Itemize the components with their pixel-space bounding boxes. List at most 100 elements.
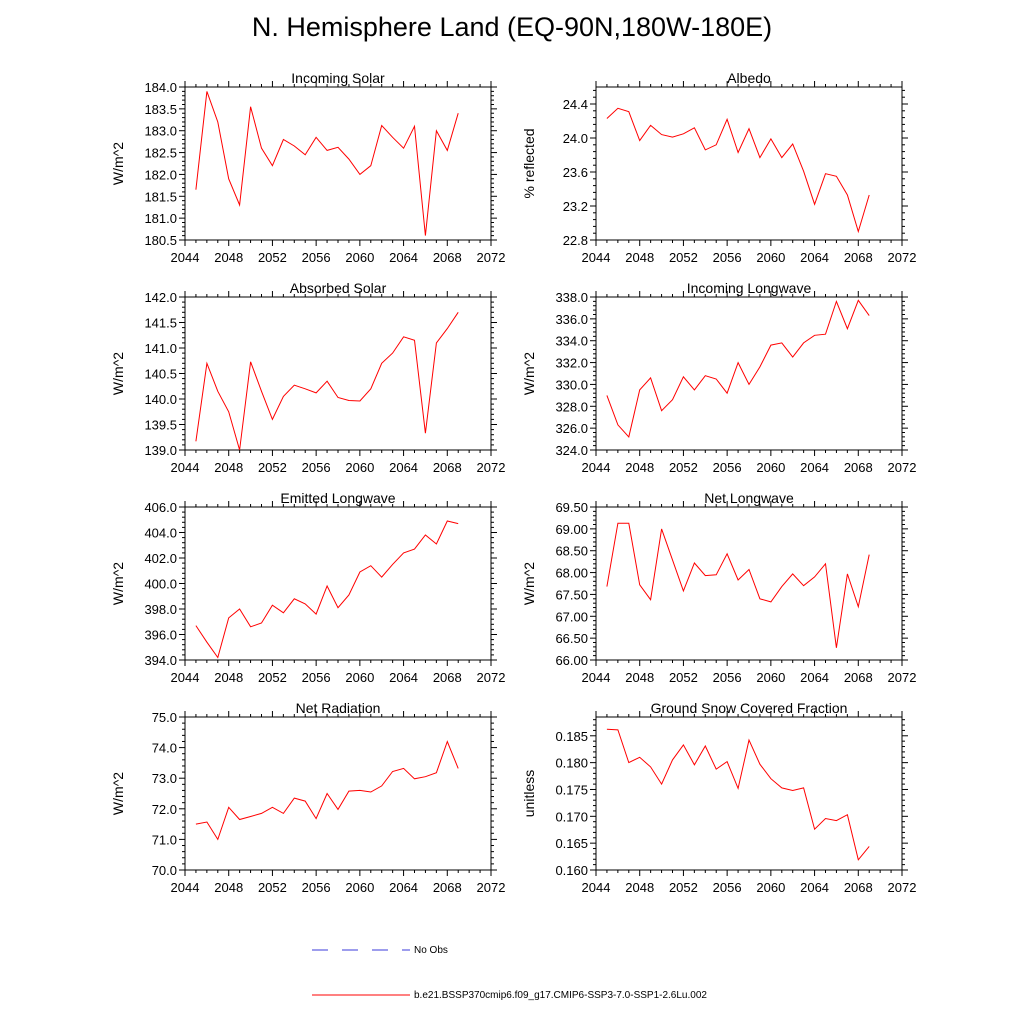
x-tick-label: 2068: [433, 670, 462, 685]
x-tick-label: 2048: [214, 460, 243, 475]
x-tick-label: 2052: [669, 250, 698, 265]
x-tick-label: 2052: [258, 670, 287, 685]
panel-title: Absorbed Solar: [290, 280, 387, 296]
panel-net-radiation: 2044 2048 2052 2056 2060 2064 2068 2072 70.0 71.0…: [110, 700, 505, 895]
x-tick-label: 2060: [756, 670, 785, 685]
y-tick-label: 180.5: [144, 233, 177, 248]
x-tick-label: 2056: [302, 250, 331, 265]
y-axis-label: W/m^2: [521, 562, 537, 605]
x-tick-label: 2048: [625, 670, 654, 685]
series-line-incoming-solar: [195, 91, 459, 236]
x-tick-label: 2056: [713, 670, 742, 685]
panel-incoming-longwave: 2044 2048 2052 2056 2060 2064 2068 2072 324.0 326…: [521, 280, 916, 475]
panel-title: Net Longwave: [704, 490, 794, 506]
x-tick-label: 2068: [433, 460, 462, 475]
x-tick-label: 2072: [477, 670, 506, 685]
y-tick-label: 67.50: [555, 587, 588, 602]
x-tick-label: 2044: [582, 250, 611, 265]
x-tick-label: 2048: [625, 250, 654, 265]
x-tick-label: 2072: [477, 250, 506, 265]
x-tick-label: 2056: [302, 460, 331, 475]
x-tick-label: 2052: [258, 250, 287, 265]
y-tick-label: 67.00: [555, 609, 588, 624]
y-axis-label: W/m^2: [110, 772, 126, 815]
y-tick-label: 142.0: [144, 290, 177, 305]
plot-frame: [184, 296, 492, 451]
x-tick-label: 2064: [800, 250, 829, 265]
y-tick-label: 0.160: [555, 863, 588, 878]
x-tick-label: 2048: [214, 880, 243, 895]
x-tick-label: 2044: [171, 880, 200, 895]
x-tick-label: 2052: [669, 460, 698, 475]
series-line-net-longwave: [606, 522, 870, 648]
x-tick-label: 2048: [625, 460, 654, 475]
x-tick-label: 2044: [582, 670, 611, 685]
x-tick-label: 2048: [214, 670, 243, 685]
y-tick-label: 332.0: [555, 356, 588, 371]
y-tick-label: 0.180: [555, 756, 588, 771]
y-tick-label: 183.5: [144, 102, 177, 117]
plot-frame: [184, 506, 492, 661]
y-tick-label: 23.6: [563, 165, 588, 180]
y-tick-label: 24.0: [563, 131, 588, 146]
y-tick-label: 328.0: [555, 399, 588, 414]
x-tick-label: 2064: [389, 670, 418, 685]
x-tick-label: 2056: [713, 460, 742, 475]
y-tick-label: 139.5: [144, 418, 177, 433]
legend: No Obs b.e21.BSSP370cmip6.f09_g17.CMIP6-…: [312, 945, 707, 1001]
x-tick-label: 2060: [756, 880, 785, 895]
legend-label-no-obs: No Obs: [414, 945, 448, 956]
x-tick-label: 2072: [888, 670, 917, 685]
plot-frame: [595, 296, 903, 451]
y-axis-label: W/m^2: [110, 142, 126, 185]
y-tick-label: 71.0: [152, 832, 177, 847]
x-tick-label: 2056: [302, 670, 331, 685]
y-tick-label: 334.0: [555, 334, 588, 349]
x-tick-label: 2044: [171, 460, 200, 475]
x-tick-label: 2072: [888, 250, 917, 265]
y-tick-label: 66.50: [555, 631, 588, 646]
x-tick-label: 2064: [389, 460, 418, 475]
panel-title: Incoming Longwave: [687, 280, 812, 296]
y-tick-label: 406.0: [144, 500, 177, 515]
panel-title: Net Radiation: [296, 700, 381, 716]
y-tick-label: 68.00: [555, 566, 588, 581]
y-tick-label: 181.0: [144, 211, 177, 226]
y-tick-label: 69.00: [555, 522, 588, 537]
y-tick-label: 22.8: [563, 233, 588, 248]
x-tick-label: 2072: [477, 880, 506, 895]
x-tick-label: 2060: [345, 670, 374, 685]
y-tick-label: 140.0: [144, 392, 177, 407]
y-tick-label: 24.4: [563, 97, 588, 112]
y-tick-label: 400.0: [144, 577, 177, 592]
x-tick-label: 2052: [258, 460, 287, 475]
y-tick-label: 404.0: [144, 526, 177, 541]
chart-panels: 2044 2048 2052 2056 2060 2064 2068 2072 180.5 181…: [110, 70, 916, 895]
x-tick-label: 2072: [888, 880, 917, 895]
x-tick-label: 2060: [345, 880, 374, 895]
y-tick-label: 0.175: [555, 782, 588, 797]
series-line-albedo: [606, 107, 870, 234]
y-axis-label: W/m^2: [521, 352, 537, 395]
x-tick-label: 2060: [756, 460, 785, 475]
panel-net-longwave: 2044 2048 2052 2056 2060 2064 2068 2072 66.00 66.…: [521, 490, 916, 685]
y-tick-label: 73.0: [152, 771, 177, 786]
y-tick-label: 141.0: [144, 341, 177, 356]
y-tick-label: 140.5: [144, 367, 177, 382]
x-tick-label: 2060: [756, 250, 785, 265]
y-tick-label: 182.0: [144, 167, 177, 182]
y-tick-label: 139.0: [144, 443, 177, 458]
series-line-net-radiation: [195, 740, 459, 841]
y-tick-label: 23.2: [563, 199, 588, 214]
x-tick-label: 2044: [171, 670, 200, 685]
y-tick-label: 183.0: [144, 124, 177, 139]
x-tick-label: 2052: [669, 670, 698, 685]
y-axis-label: W/m^2: [110, 352, 126, 395]
x-tick-label: 2068: [844, 250, 873, 265]
y-tick-label: 330.0: [555, 377, 588, 392]
x-tick-label: 2072: [888, 460, 917, 475]
y-tick-label: 184.0: [144, 80, 177, 95]
y-tick-label: 141.5: [144, 316, 177, 331]
x-tick-label: 2064: [389, 880, 418, 895]
x-tick-label: 2056: [302, 880, 331, 895]
